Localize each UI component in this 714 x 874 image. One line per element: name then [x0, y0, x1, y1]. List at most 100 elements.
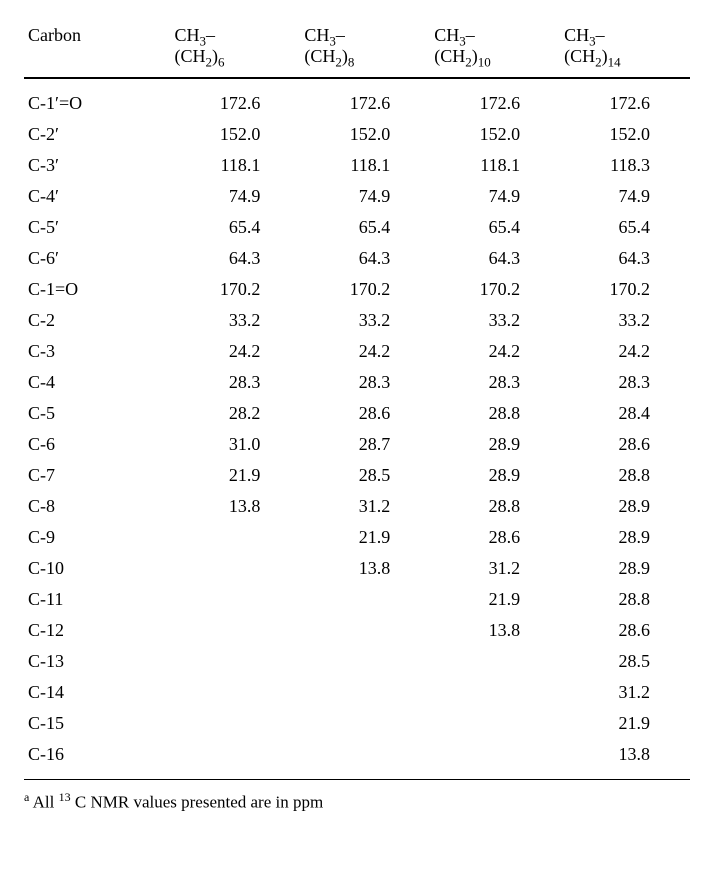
cell-value: 33.2 — [171, 305, 301, 336]
row-label: C-5′ — [24, 212, 171, 243]
cell-value: 152.0 — [560, 119, 690, 150]
column-header: Carbon — [24, 20, 171, 78]
row-label: C-12 — [24, 615, 171, 646]
cell-value — [300, 708, 430, 739]
row-label: C-3 — [24, 336, 171, 367]
nmr-table: CarbonCH3–(CH2)6CH3–(CH2)8CH3–(CH2)10CH3… — [24, 20, 690, 780]
cell-value — [171, 646, 301, 677]
cell-value: 65.4 — [300, 212, 430, 243]
cell-value — [171, 522, 301, 553]
cell-value: 28.6 — [560, 615, 690, 646]
table-row: C-4′74.974.974.974.9 — [24, 181, 690, 212]
table-row: C-631.028.728.928.6 — [24, 429, 690, 460]
cell-value: 31.2 — [430, 553, 560, 584]
row-label: C-2′ — [24, 119, 171, 150]
cell-value: 118.1 — [430, 150, 560, 181]
cell-value: 28.8 — [430, 491, 560, 522]
cell-value: 28.3 — [171, 367, 301, 398]
cell-value: 28.9 — [430, 460, 560, 491]
cell-value — [430, 739, 560, 780]
cell-value — [430, 677, 560, 708]
cell-value: 24.2 — [300, 336, 430, 367]
cell-value: 28.4 — [560, 398, 690, 429]
table-row: C-1=O170.2170.2170.2170.2 — [24, 274, 690, 305]
row-label: C-9 — [24, 522, 171, 553]
cell-value: 21.9 — [560, 708, 690, 739]
cell-value: 28.8 — [560, 460, 690, 491]
cell-value: 24.2 — [171, 336, 301, 367]
cell-value: 28.6 — [300, 398, 430, 429]
cell-value: 28.9 — [560, 553, 690, 584]
table-row: C-1213.828.6 — [24, 615, 690, 646]
cell-value: 13.8 — [300, 553, 430, 584]
cell-value: 64.3 — [300, 243, 430, 274]
cell-value: 152.0 — [171, 119, 301, 150]
table-row: C-3′118.1118.1118.1118.3 — [24, 150, 690, 181]
cell-value: 172.6 — [430, 78, 560, 119]
table-row: C-14 31.2 — [24, 677, 690, 708]
cell-value: 28.6 — [430, 522, 560, 553]
cell-value: 172.6 — [300, 78, 430, 119]
cell-value: 74.9 — [300, 181, 430, 212]
cell-value: 170.2 — [171, 274, 301, 305]
cell-value: 24.2 — [560, 336, 690, 367]
cell-value: 118.1 — [300, 150, 430, 181]
row-label: C-5 — [24, 398, 171, 429]
cell-value — [430, 646, 560, 677]
cell-value — [300, 584, 430, 615]
cell-value — [171, 615, 301, 646]
cell-value: 28.3 — [430, 367, 560, 398]
table-row: C-1521.9 — [24, 708, 690, 739]
row-label: C-16 — [24, 739, 171, 780]
row-label: C-7 — [24, 460, 171, 491]
cell-value: 31.2 — [300, 491, 430, 522]
cell-value: 74.9 — [430, 181, 560, 212]
row-label: C-14 — [24, 677, 171, 708]
column-header: CH3–(CH2)8 — [300, 20, 430, 78]
cell-value: 65.4 — [560, 212, 690, 243]
cell-value: 152.0 — [300, 119, 430, 150]
cell-value: 28.9 — [430, 429, 560, 460]
cell-value — [171, 584, 301, 615]
row-label: C-6′ — [24, 243, 171, 274]
cell-value: 170.2 — [430, 274, 560, 305]
cell-value: 172.6 — [171, 78, 301, 119]
row-label: C-13 — [24, 646, 171, 677]
cell-value — [171, 708, 301, 739]
cell-value: 33.2 — [560, 305, 690, 336]
cell-value: 170.2 — [300, 274, 430, 305]
cell-value: 24.2 — [430, 336, 560, 367]
table-row: C-16 13.8 — [24, 739, 690, 780]
table-footnote: a All 13 C NMR values presented are in p… — [24, 790, 690, 813]
row-label: C-3′ — [24, 150, 171, 181]
row-label: C-6 — [24, 429, 171, 460]
column-header: CH3–(CH2)14 — [560, 20, 690, 78]
table-row: C-2′152.0152.0152.0152.0 — [24, 119, 690, 150]
cell-value — [171, 677, 301, 708]
row-label: C-1=O — [24, 274, 171, 305]
cell-value: 170.2 — [560, 274, 690, 305]
column-header: CH3–(CH2)10 — [430, 20, 560, 78]
cell-value: 28.5 — [560, 646, 690, 677]
cell-value — [171, 739, 301, 780]
cell-value: 31.2 — [560, 677, 690, 708]
row-label: C-10 — [24, 553, 171, 584]
cell-value: 64.3 — [560, 243, 690, 274]
cell-value: 28.8 — [430, 398, 560, 429]
table-row: C-428.328.328.328.3 — [24, 367, 690, 398]
cell-value: 33.2 — [430, 305, 560, 336]
cell-value: 33.2 — [300, 305, 430, 336]
cell-value: 28.8 — [560, 584, 690, 615]
table-row: C-13 28.5 — [24, 646, 690, 677]
table-row: C-721.928.528.928.8 — [24, 460, 690, 491]
cell-value: 28.5 — [300, 460, 430, 491]
cell-value: 64.3 — [171, 243, 301, 274]
table-row: C-5′65.465.465.465.4 — [24, 212, 690, 243]
table-row: C-1′=O172.6172.6172.6172.6 — [24, 78, 690, 119]
row-label: C-8 — [24, 491, 171, 522]
cell-value: 28.2 — [171, 398, 301, 429]
cell-value: 13.8 — [560, 739, 690, 780]
cell-value: 172.6 — [560, 78, 690, 119]
cell-value: 21.9 — [300, 522, 430, 553]
table-row: C-528.228.628.828.4 — [24, 398, 690, 429]
